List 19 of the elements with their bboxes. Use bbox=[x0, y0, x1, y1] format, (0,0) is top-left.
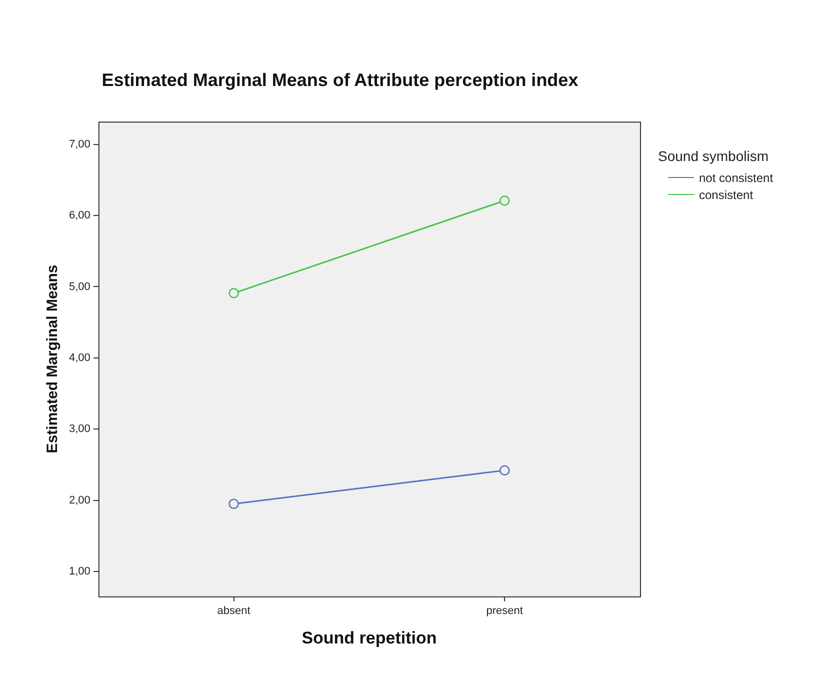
legend-title: Sound symbolism bbox=[658, 148, 770, 164]
y-tick-label: 4,00 bbox=[68, 352, 90, 364]
legend-label: consistent bbox=[699, 188, 754, 202]
x-axis-title: Sound repetition bbox=[302, 628, 437, 648]
y-axis-title: Estimated Marginal Means bbox=[44, 264, 62, 454]
y-tick-label: 6,00 bbox=[68, 210, 90, 222]
legend-label: not consistent bbox=[699, 170, 774, 184]
x-tick-label: absent bbox=[217, 605, 250, 618]
y-tick-label: 3,00 bbox=[68, 423, 90, 436]
point bbox=[499, 465, 510, 476]
y-tick-label: 1,00 bbox=[68, 566, 90, 578]
y-tick-label: 7,00 bbox=[68, 138, 90, 150]
point bbox=[228, 288, 239, 298]
x-tick-label: present bbox=[486, 605, 523, 618]
point bbox=[499, 195, 510, 206]
chart-title: Estimated Marginal Means of Attribute perception index bbox=[102, 70, 578, 90]
y-tick-label: 5,00 bbox=[68, 280, 90, 293]
point bbox=[228, 498, 239, 510]
y-tick-label: 2,00 bbox=[68, 494, 90, 506]
